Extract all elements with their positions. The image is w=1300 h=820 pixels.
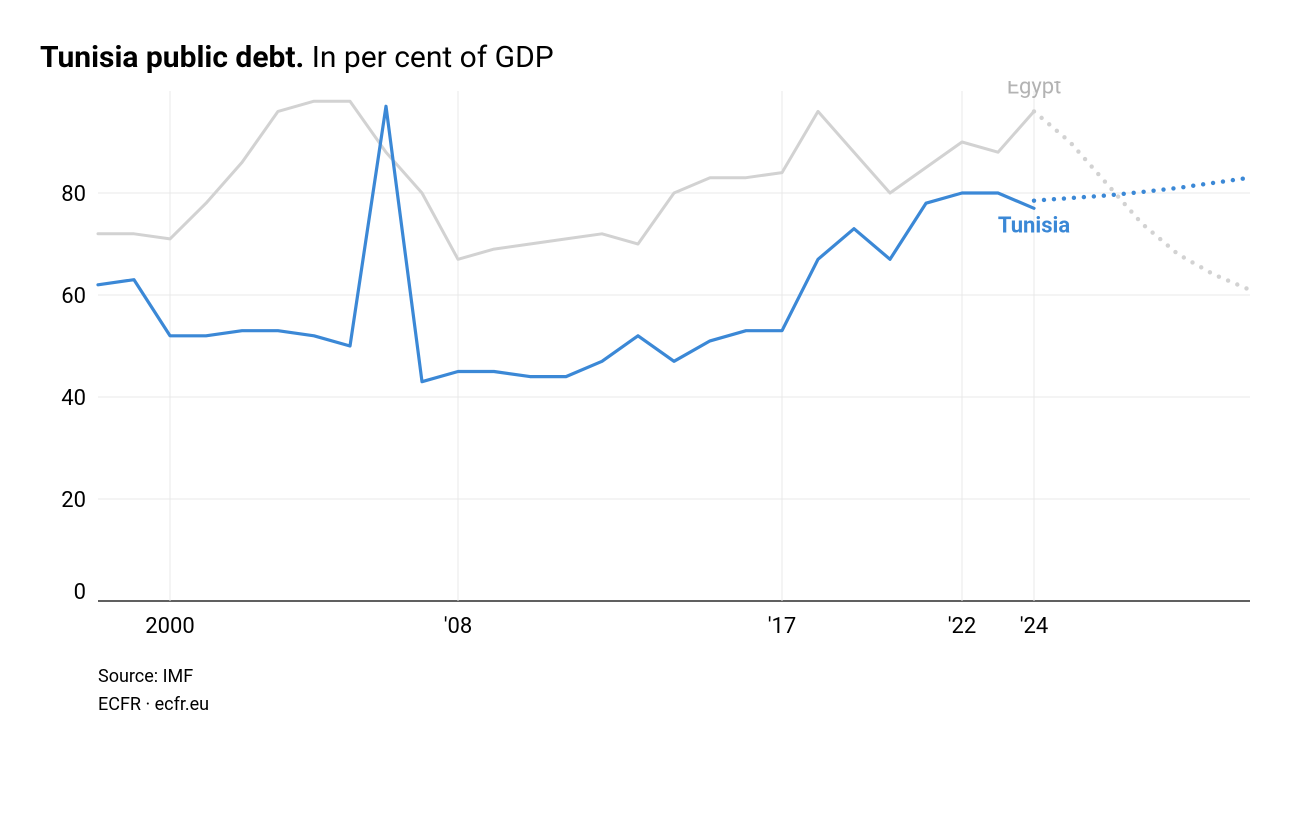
title-bold: Tunisia public debt. xyxy=(40,40,304,75)
y-axis-label: 40 xyxy=(61,386,86,411)
series-dot-tunisia xyxy=(1191,184,1195,188)
series-dot-egypt xyxy=(1235,282,1239,286)
series-dot-egypt xyxy=(1244,286,1248,290)
series-dot-egypt xyxy=(1136,217,1140,221)
series-dot-egypt xyxy=(1062,135,1066,139)
series-dot-egypt xyxy=(1109,187,1113,191)
series-dot-egypt xyxy=(1116,194,1120,198)
x-axis-label: '08 xyxy=(444,614,473,639)
debt-line-chart: 0 20 40 60 80 2000 '08 '17 '22 '24 Egypt Tunisia xyxy=(40,81,1260,641)
footer-source: Source: IMF xyxy=(98,663,1260,691)
series-dot-tunisia xyxy=(1201,182,1205,186)
series-dot-egypt xyxy=(1103,179,1107,183)
series-dot-egypt xyxy=(1032,109,1036,113)
series-line-egypt xyxy=(98,101,1034,259)
series-dot-tunisia xyxy=(1211,181,1215,185)
series-dot-tunisia xyxy=(1062,196,1066,200)
series-dot-tunisia xyxy=(1102,194,1106,198)
y-axis-label: 0 xyxy=(74,580,86,605)
series-dot-tunisia xyxy=(1151,188,1155,192)
x-axis-label: 2000 xyxy=(145,614,194,639)
series-dot-tunisia xyxy=(1082,195,1086,199)
series-dot-egypt xyxy=(1150,230,1154,234)
series-dot-tunisia xyxy=(1042,198,1046,202)
y-axis-label: 80 xyxy=(61,182,86,207)
series-dot-egypt xyxy=(1182,255,1186,259)
series-dot-tunisia xyxy=(1072,196,1076,200)
series-dot-egypt xyxy=(1123,202,1127,206)
series-dot-tunisia xyxy=(1092,194,1096,198)
series-dot-tunisia xyxy=(1112,193,1116,197)
y-axis-label: 20 xyxy=(61,488,86,513)
footer-org: ECFR · ecfr.eu xyxy=(98,691,1260,719)
series-dot-tunisia xyxy=(1231,178,1235,182)
series-dot-tunisia xyxy=(1052,197,1056,201)
series-dot-egypt xyxy=(1208,270,1212,274)
series-dot-egypt xyxy=(1190,260,1194,264)
x-axis-label: '22 xyxy=(948,614,977,639)
series-dot-egypt xyxy=(1083,157,1087,161)
series-dot-tunisia xyxy=(1141,190,1145,194)
series-line-tunisia xyxy=(98,106,1034,381)
series-label-tunisia: Tunisia xyxy=(998,213,1070,238)
x-axis-label: '17 xyxy=(768,614,797,639)
chart-title: Tunisia public debt. In per cent of GDP xyxy=(40,40,1260,75)
series-dot-egypt xyxy=(1173,250,1177,254)
series-dot-egypt xyxy=(1055,129,1059,133)
series-dot-egypt xyxy=(1089,164,1093,168)
series-dot-tunisia xyxy=(1131,191,1135,195)
series-dot-tunisia xyxy=(1032,198,1036,202)
series-dot-egypt xyxy=(1199,265,1203,269)
title-subtitle: In per cent of GDP xyxy=(304,40,553,75)
series-dot-egypt xyxy=(1129,209,1133,213)
x-axis-label: '24 xyxy=(1020,614,1049,639)
series-dot-egypt xyxy=(1143,224,1147,228)
series-dot-egypt xyxy=(1070,142,1074,146)
y-axis-label: 60 xyxy=(61,284,86,309)
series-dot-tunisia xyxy=(1181,185,1185,189)
series-label-egypt: Egypt xyxy=(1007,81,1062,99)
series-dot-egypt xyxy=(1096,172,1100,176)
series-dot-egypt xyxy=(1166,243,1170,247)
series-dot-tunisia xyxy=(1122,192,1126,196)
series-dot-tunisia xyxy=(1161,187,1165,191)
series-dot-egypt xyxy=(1047,122,1051,126)
series-dot-tunisia xyxy=(1241,177,1245,181)
chart-footer: Source: IMF ECFR · ecfr.eu xyxy=(40,663,1260,719)
series-dot-egypt xyxy=(1217,274,1221,278)
series-dot-egypt xyxy=(1076,149,1080,153)
series-dot-egypt xyxy=(1039,116,1043,120)
series-dot-tunisia xyxy=(1221,179,1225,183)
series-dot-egypt xyxy=(1158,237,1162,241)
series-dot-egypt xyxy=(1226,278,1230,282)
series-dot-tunisia xyxy=(1171,186,1175,190)
